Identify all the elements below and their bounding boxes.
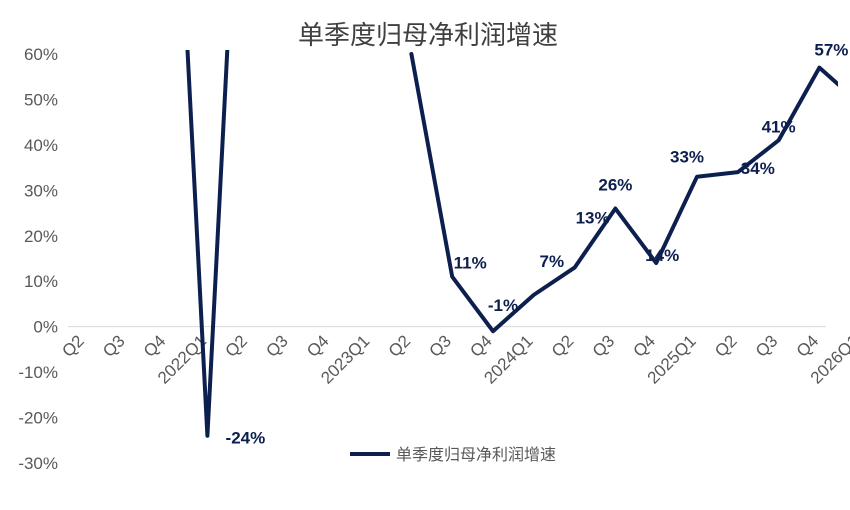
y-tick-label: -30%	[18, 454, 58, 473]
data-label: -24%	[226, 429, 266, 448]
x-tick-label: Q4	[793, 331, 822, 360]
x-tick-label: Q4	[140, 331, 169, 360]
data-labels: -24%11%-1%7%13%26%14%33%34%41%57%49%	[226, 41, 849, 448]
y-tick-label: -10%	[18, 363, 58, 382]
y-tick-label: 10%	[24, 272, 58, 291]
legend-label: 单季度归母净利润增速	[396, 445, 556, 464]
data-label: 13%	[576, 209, 610, 228]
y-tick-label: 0%	[33, 318, 58, 337]
legend: 单季度归母净利润增速	[350, 445, 556, 464]
data-label: -1%	[488, 296, 518, 315]
y-axis: 60% 50% 40% 30% 20% 10% 0% -10% -20% -30%	[18, 45, 58, 473]
chart-title: 单季度归母净利润增速	[298, 21, 558, 51]
x-tick-label: Q3	[752, 331, 781, 360]
data-label: 7%	[540, 252, 565, 271]
x-tick-label: Q3	[99, 331, 128, 360]
x-tick-label: Q4	[466, 331, 495, 360]
y-tick-label: 40%	[24, 136, 58, 155]
series-line-segment	[409, 52, 838, 334]
x-tick-label: Q2	[711, 331, 740, 360]
y-tick-label: 50%	[24, 90, 58, 109]
data-label: 57%	[814, 41, 848, 60]
x-tick-label: Q2	[385, 331, 414, 360]
series-line-segment	[185, 50, 230, 438]
x-tick-label: Q2	[548, 331, 577, 360]
x-tick-label: Q2	[222, 331, 251, 360]
y-tick-label: 20%	[24, 227, 58, 246]
x-tick-label: Q3	[426, 331, 455, 360]
data-label: 11%	[454, 254, 487, 273]
x-tick-label: Q4	[630, 331, 659, 360]
data-label: 33%	[670, 148, 704, 167]
x-tick-label: Q4	[303, 331, 332, 360]
x-tick-label: Q2	[58, 331, 87, 360]
y-tick-label: 30%	[24, 181, 58, 200]
data-label: 14%	[645, 246, 679, 265]
x-tick-label: Q3	[589, 331, 618, 360]
x-tick-label: Q3	[262, 331, 291, 360]
series-group	[185, 50, 838, 438]
data-label: 41%	[762, 117, 796, 136]
data-label: 34%	[741, 159, 775, 178]
y-tick-label: -20%	[18, 409, 58, 428]
y-tick-label: 60%	[24, 45, 58, 64]
data-label: 26%	[598, 176, 632, 195]
